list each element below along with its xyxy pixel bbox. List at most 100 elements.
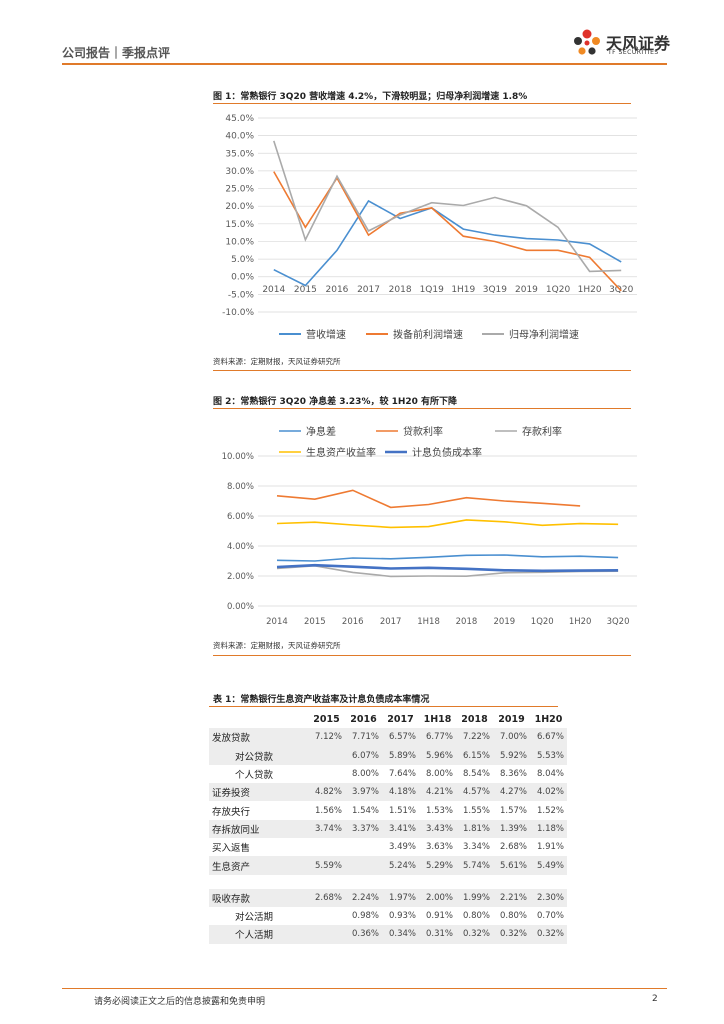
y-tick-label: 30.0% (225, 167, 254, 177)
table1-cell: 0.34% (382, 925, 419, 944)
table1-cell: 3.41% (382, 819, 419, 839)
table1-cell: 4.82% (308, 783, 345, 802)
x-tick-label: 2016 (342, 617, 364, 627)
table1-cell (345, 838, 382, 856)
table1-cell: 7.22% (456, 728, 493, 747)
page-number: 2 (652, 994, 658, 1004)
table1-row-label: 生息资产 (209, 856, 308, 875)
table1-cell: 2.68% (499, 842, 527, 853)
y-tick-label: 6.00% (227, 512, 254, 522)
y-tick-label: 35.0% (225, 149, 254, 159)
table1-cell: 1.97% (382, 888, 419, 907)
table1-cell: 5.49% (530, 856, 567, 875)
x-tick-label: 2016 (326, 285, 349, 295)
table1-row: 吸收存款 2.68% 2.24% 1.97% 2.00% 1.99% 2.21% 2.30% (209, 888, 567, 907)
series-line (273, 199, 622, 287)
legend-label: 贷款利率 (403, 425, 443, 438)
table1-row: 个人贷款 8.00% 7.64% 8.00% 8.54% 8.36% 8.04% (209, 765, 567, 783)
table1-row: 对公活期 0.98% 0.93% 0.91% 0.80% 0.80% 0.70% (209, 907, 567, 925)
x-tick-label: 1Q19 (420, 285, 445, 295)
table1-cell: 6.57% (382, 728, 419, 747)
table1-cell: 5.29% (419, 856, 456, 875)
table1-cell: 5.61% (493, 856, 530, 875)
x-tick-label: 1H20 (578, 285, 602, 295)
table1-row-label: 存拆放同业 (209, 819, 308, 839)
table1-cell: 0.80% (499, 911, 527, 922)
y-tick-label: 40.0% (225, 132, 254, 142)
table1-cell: 0.91% (425, 911, 453, 922)
table1-row: 存拆放同业 3.74% 3.37% 3.41% 3.43% 1.81% 1.39% 1.18% (209, 819, 567, 839)
header-rule (62, 63, 667, 65)
figure1-rule (213, 103, 631, 104)
table1-cell: 2.24% (345, 888, 382, 907)
table1-cell: 0.36% (345, 925, 382, 944)
table1-cell: 0.32% (530, 925, 567, 944)
table1-col-header: 2019 (498, 713, 525, 725)
table1-row: 存放央行 1.56% 1.54% 1.51% 1.53% 1.55% 1.57% 1.52% (209, 801, 567, 819)
table1-top-rule (209, 706, 558, 707)
table1-cell: 5.92% (493, 746, 530, 765)
table1-cell: 5.96% (419, 746, 456, 765)
x-tick-label: 2017 (357, 285, 380, 295)
y-tick-label: -10.0% (222, 308, 254, 318)
table1-cell: 1.56% (314, 805, 342, 816)
flower-logo-icon (574, 29, 600, 55)
table1-cell: 4.27% (493, 783, 530, 802)
table1-cell: 1.18% (530, 819, 567, 839)
report-category: 公司报告｜季报点评 (62, 46, 171, 60)
table1-cell: 3.37% (345, 819, 382, 839)
table1-cell: 3.74% (308, 819, 345, 839)
y-tick-label: 4.00% (227, 542, 254, 552)
table1-col-header: 2017 (387, 713, 414, 725)
table1-row: 发放贷款 7.12% 7.71% 6.57% 6.77% 7.22% 7.00% 6.67% (209, 728, 567, 747)
table1-cell (308, 907, 345, 925)
table1-row-label: 存放央行 (212, 806, 251, 818)
table1-cell: 3.43% (419, 819, 456, 839)
x-tick-label: 1H19 (451, 285, 475, 295)
table1-cell: 6.07% (345, 746, 382, 765)
table1-row: 证券投资 4.82% 3.97% 4.18% 4.21% 4.57% 4.27% 4.02% (209, 783, 567, 802)
table1-cell: 6.67% (530, 728, 567, 747)
series-line (276, 554, 619, 562)
table1-cell: 1.91% (536, 842, 564, 853)
table1-row-label: 吸收存款 (209, 888, 308, 907)
series-line (276, 489, 581, 509)
table1-cell: 3.49% (388, 842, 416, 853)
table1-cell: 5.74% (456, 856, 493, 875)
x-tick-label: 1Q20 (531, 617, 554, 627)
table1-header-row: 2015 2016 2017 1H18 2018 2019 1H20 (209, 710, 567, 728)
table1-cell: 0.93% (388, 911, 416, 922)
figure2-bottom-rule (213, 655, 631, 656)
table1-row-label: 个人贷款 (235, 770, 274, 782)
table1-row: 买入返售 3.49% 3.63% 3.34% 2.68% 1.91% (209, 838, 567, 856)
table1-cell: 8.36% (499, 769, 527, 780)
table1-cell: 6.77% (419, 728, 456, 747)
footer-rule (62, 988, 667, 989)
y-tick-label: 10.00% (222, 452, 254, 462)
table1-cell: 3.34% (462, 842, 490, 853)
table1-row-label: 买入返售 (212, 843, 251, 855)
brand-logo: 天风证券 TF SECURITIES (572, 28, 672, 60)
table1-cell: 8.04% (536, 769, 564, 780)
figure2-source: 资料来源：定期财报，天风证券研究所 (213, 641, 341, 650)
table1-cell: 1.51% (388, 805, 416, 816)
brand-name-cn: 天风证券 (606, 34, 671, 53)
table1-row-label: 对公贷款 (209, 746, 308, 765)
table1-row-label: 发放贷款 (209, 728, 308, 747)
table1-cell: 1.99% (456, 888, 493, 907)
x-tick-label: 2015 (294, 285, 317, 295)
x-tick-label: 1H18 (417, 617, 440, 627)
table1: 2015 2016 2017 1H18 2018 2019 1H20 发放贷款 7… (209, 710, 567, 944)
table1-cell: 8.00% (425, 769, 453, 780)
x-tick-label: 2017 (380, 617, 402, 627)
x-tick-label: 3Q20 (607, 617, 630, 627)
y-tick-label: 10.0% (225, 237, 254, 247)
table1-cell (308, 746, 345, 765)
figure1-title: 图 1：常熟银行 3Q20 营收增速 4.2%，下滑较明显；归母净利润增速 1.… (213, 92, 528, 102)
figure1-chart: 45.0% 40.0% 35.0% 30.0% 25.0% 20.0% 15.0% 10.0%… (222, 114, 637, 341)
y-tick-label: 15.0% (225, 220, 254, 230)
table1-cell: 4.02% (530, 783, 567, 802)
y-tick-label: 0.00% (227, 602, 254, 612)
series-line (273, 171, 622, 292)
table1-row: 个人活期 0.36% 0.34% 0.31% 0.32% 0.32% 0.32% (209, 925, 567, 944)
